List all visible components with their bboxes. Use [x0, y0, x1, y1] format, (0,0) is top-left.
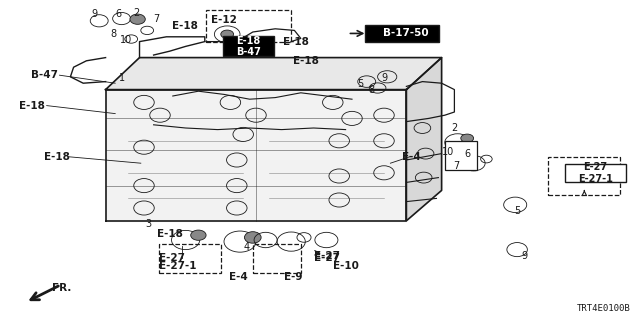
Text: TRT4E0100B: TRT4E0100B	[577, 304, 630, 313]
Polygon shape	[406, 58, 442, 221]
Text: 6: 6	[464, 148, 470, 159]
Bar	[223, 36, 274, 56]
Text: E-27-1: E-27-1	[159, 261, 196, 271]
Text: 9: 9	[522, 251, 528, 261]
Bar	[159, 244, 221, 273]
Text: 7: 7	[154, 14, 160, 24]
Text: E-18: E-18	[19, 100, 45, 111]
Text: 3: 3	[145, 219, 152, 229]
Text: E-18: E-18	[157, 228, 183, 239]
Text: 8: 8	[110, 28, 116, 39]
Bar	[365, 25, 439, 42]
Text: E-18: E-18	[283, 36, 308, 47]
Text: 1: 1	[118, 73, 125, 84]
Text: 10: 10	[120, 35, 132, 45]
Ellipse shape	[221, 30, 234, 38]
Ellipse shape	[244, 232, 261, 243]
Text: E-18: E-18	[172, 20, 197, 31]
Text: E-27: E-27	[314, 252, 340, 263]
Bar	[548, 157, 620, 195]
Text: 5: 5	[357, 79, 364, 89]
Polygon shape	[106, 90, 406, 221]
Text: 7: 7	[453, 161, 460, 172]
Text: 2: 2	[451, 123, 458, 133]
Text: 5: 5	[514, 206, 520, 216]
Text: E-10: E-10	[333, 260, 359, 271]
Text: E-27: E-27	[159, 252, 185, 263]
Bar	[206, 10, 291, 42]
Text: 8: 8	[368, 84, 374, 95]
Text: E-27
E-27-1: E-27 E-27-1	[578, 162, 613, 184]
Text: 6: 6	[115, 9, 122, 20]
Text: B-17-50: B-17-50	[383, 28, 428, 38]
Text: E-4: E-4	[402, 152, 420, 162]
Ellipse shape	[191, 230, 206, 240]
Text: E-12: E-12	[211, 15, 237, 25]
Text: 9: 9	[92, 9, 98, 20]
Text: E-9: E-9	[284, 272, 302, 282]
Text: 4: 4	[243, 242, 250, 252]
Text: E-4: E-4	[229, 272, 248, 282]
Bar	[565, 164, 626, 182]
Text: 2: 2	[133, 8, 140, 19]
Text: B-47: B-47	[31, 70, 58, 80]
Ellipse shape	[130, 14, 145, 24]
Text: 9: 9	[381, 73, 387, 84]
Polygon shape	[106, 58, 442, 90]
Text: E-27: E-27	[314, 251, 340, 261]
Text: E-18: E-18	[293, 56, 319, 67]
Text: E-18
B-47: E-18 B-47	[236, 36, 260, 57]
Bar	[445, 141, 477, 170]
Ellipse shape	[461, 134, 474, 142]
Bar	[253, 244, 301, 273]
Text: FR.: FR.	[52, 283, 72, 293]
Text: E-18: E-18	[44, 152, 69, 162]
Text: 10: 10	[442, 147, 454, 157]
